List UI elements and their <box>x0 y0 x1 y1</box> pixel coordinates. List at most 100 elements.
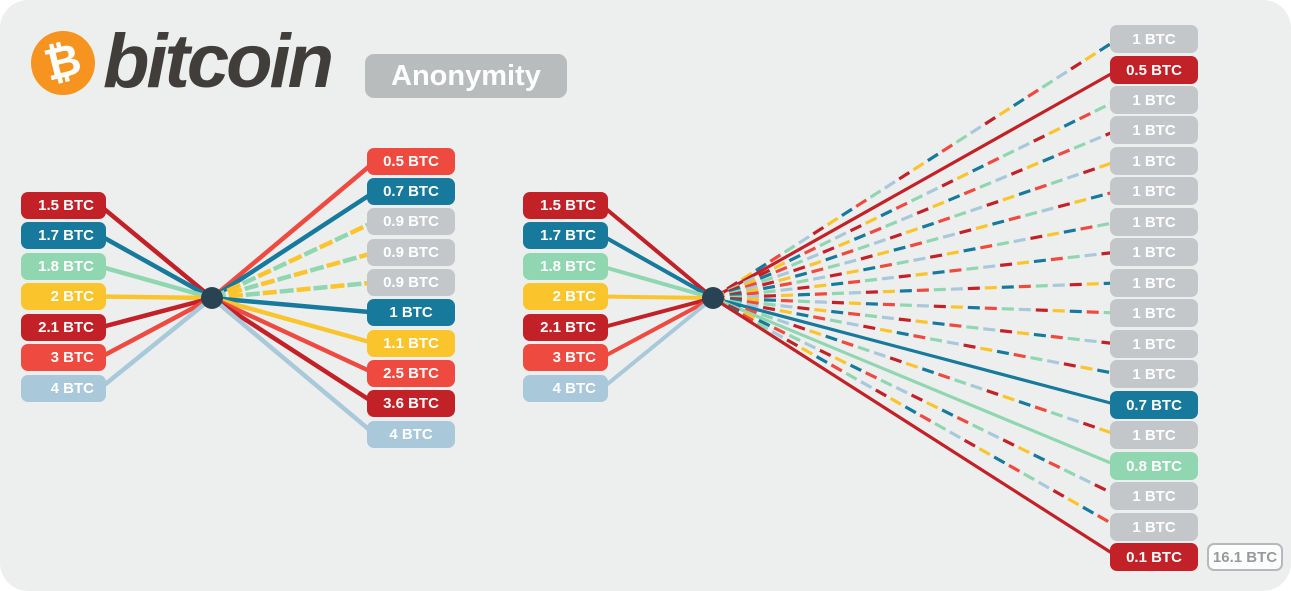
output-amount-box: 0.1 BTC <box>1110 543 1198 571</box>
output-amount-box: 2.5 BTC <box>367 360 455 387</box>
wire <box>796 312 809 318</box>
wire <box>746 287 759 294</box>
output-amount-box: 1 BTC <box>1110 269 1198 297</box>
wire <box>984 116 997 126</box>
wire <box>814 307 827 313</box>
wire <box>876 249 890 257</box>
wire <box>910 393 924 402</box>
wire <box>1080 225 1093 231</box>
wire <box>857 345 870 353</box>
wire <box>932 200 945 209</box>
wire <box>929 253 943 259</box>
bitcoin-coin-icon: ₿ <box>39 33 87 92</box>
wire <box>1022 472 1035 482</box>
wire <box>1048 127 1061 136</box>
wire <box>1080 365 1093 371</box>
wire <box>1042 155 1055 163</box>
input-amount-box: 4 BTC <box>523 375 608 402</box>
wire <box>1078 112 1092 121</box>
wire <box>309 264 325 273</box>
wire <box>1041 79 1054 89</box>
wire <box>803 341 817 350</box>
wire <box>712 296 1119 559</box>
wire <box>1096 368 1110 374</box>
wire <box>819 239 832 248</box>
wire <box>865 371 878 380</box>
wire <box>1033 453 1046 462</box>
wire <box>956 416 969 425</box>
wire <box>999 262 1013 267</box>
wire <box>601 296 714 360</box>
wire <box>889 232 903 240</box>
wire <box>1008 463 1021 473</box>
wire <box>601 296 714 330</box>
wire <box>98 296 214 360</box>
wire <box>762 284 776 291</box>
wire <box>1012 97 1025 108</box>
wire <box>955 134 968 144</box>
wire <box>743 278 757 287</box>
output-amount-box: 1 BTC <box>1110 147 1198 175</box>
wire <box>937 216 951 224</box>
wire <box>746 291 759 296</box>
wire <box>279 287 294 294</box>
wire <box>712 68 1119 300</box>
wire <box>260 278 276 287</box>
wire <box>926 186 939 195</box>
wire <box>845 371 858 381</box>
wire <box>905 227 919 235</box>
wire <box>1063 362 1076 368</box>
wire <box>987 430 1000 440</box>
mixer-node <box>201 287 223 309</box>
wire <box>844 258 857 265</box>
wire <box>934 422 947 431</box>
wire <box>898 171 911 181</box>
wire <box>794 271 808 278</box>
wire <box>780 287 793 292</box>
wire <box>954 378 967 386</box>
wire <box>746 300 759 305</box>
input-amount-box: 1.7 BTC <box>21 222 106 249</box>
wire <box>762 305 776 312</box>
wire <box>954 210 967 218</box>
wire <box>929 337 943 343</box>
wire <box>318 239 334 250</box>
wire <box>996 240 1010 247</box>
output-amount-box: 1 BTC <box>1110 421 1198 449</box>
wire <box>296 286 311 293</box>
input-amount-box: 3 BTC <box>523 344 608 371</box>
wire <box>831 281 844 287</box>
wire <box>912 161 925 172</box>
wire <box>740 271 753 282</box>
wire <box>889 397 902 406</box>
wire <box>1084 52 1097 62</box>
wire <box>763 302 776 307</box>
wire <box>778 276 791 283</box>
wire <box>949 268 962 273</box>
wire <box>881 275 895 281</box>
output-amount-box: 1 BTC <box>1110 299 1198 327</box>
wire <box>853 233 867 241</box>
wire <box>1074 197 1087 205</box>
wire <box>980 244 993 250</box>
wire <box>1067 336 1080 342</box>
wire <box>896 259 909 266</box>
wire <box>860 254 873 261</box>
bitcoin-logo: ₿ <box>31 31 95 95</box>
wire <box>986 200 999 207</box>
output-amount-box: 0.9 BTC <box>367 239 455 266</box>
wire <box>1098 427 1112 435</box>
wire <box>905 361 919 369</box>
wire <box>1017 141 1030 151</box>
wire <box>885 220 898 228</box>
output-amount-box: 4 BTC <box>367 421 455 448</box>
wire <box>809 259 822 267</box>
wire <box>1084 338 1097 344</box>
wire <box>790 259 804 267</box>
wire <box>941 179 954 188</box>
wire <box>1033 258 1047 264</box>
wire <box>1013 352 1026 359</box>
wire <box>873 350 886 358</box>
wire <box>869 226 882 235</box>
wire <box>829 318 843 324</box>
